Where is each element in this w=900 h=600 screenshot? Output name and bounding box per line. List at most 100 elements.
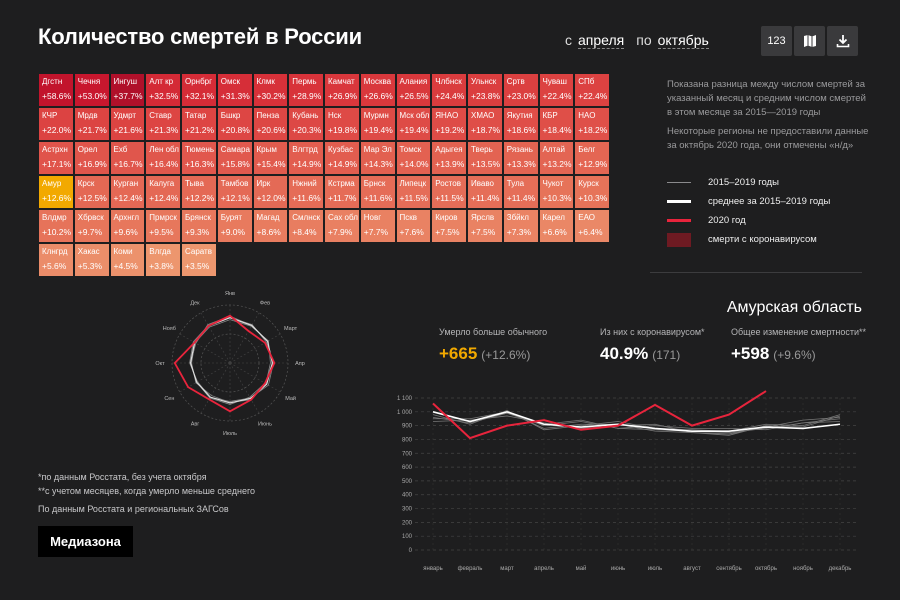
region-cell[interactable]: Чуваш +22.4% <box>538 73 575 107</box>
region-cell[interactable]: Белг +12.9% <box>574 141 610 175</box>
region-cell[interactable]: Бшкр +20.8% <box>216 107 253 141</box>
region-cell[interactable]: Карел +6.6% <box>538 209 575 243</box>
region-cell[interactable]: СПб +22.4% <box>574 73 610 107</box>
region-cell[interactable]: Тюмень +16.3% <box>181 141 217 175</box>
region-cell[interactable]: Кстрма +11.7% <box>324 175 360 209</box>
region-cell[interactable]: Орнбрг +32.1% <box>181 73 217 107</box>
region-cell[interactable]: Тула +11.4% <box>502 175 539 209</box>
region-cell[interactable]: Алтай +13.2% <box>538 141 575 175</box>
region-cell[interactable]: Ехб +16.7% <box>109 141 146 175</box>
period-from-select[interactable]: апреля <box>578 32 625 49</box>
region-cell[interactable]: Крым +15.4% <box>252 141 289 175</box>
region-cell[interactable]: Алт кр +32.5% <box>145 73 181 107</box>
region-cell[interactable]: Амур +12.6% <box>38 175 74 209</box>
region-cell[interactable]: Якутия +18.6% <box>502 107 539 141</box>
region-cell[interactable]: Коми +4.5% <box>109 243 146 277</box>
region-cell[interactable]: Влгтрд +14.9% <box>288 141 324 175</box>
region-cell-name: Белг <box>578 145 596 154</box>
region-cell[interactable]: Магад +8.6% <box>252 209 289 243</box>
region-cell[interactable]: Пскв +7.6% <box>395 209 432 243</box>
region-cell[interactable]: Чечня +53.0% <box>73 73 110 107</box>
region-cell[interactable]: Самара +15.8% <box>216 141 253 175</box>
region-cell[interactable]: Мурмн +19.4% <box>359 107 396 141</box>
region-cell[interactable]: Мрдв +21.7% <box>73 107 110 141</box>
region-cell[interactable]: Пермь +28.9% <box>288 73 324 107</box>
region-cell[interactable]: Сртв +23.0% <box>502 73 539 107</box>
region-cell[interactable]: ЕАО +6.4% <box>574 209 610 243</box>
legend-item: 2015–2019 годы <box>667 173 830 192</box>
download-button[interactable] <box>827 26 858 56</box>
region-cell[interactable]: Тверь +13.5% <box>467 141 503 175</box>
region-cell[interactable]: Хбрвск +9.7% <box>73 209 110 243</box>
numbers-button[interactable]: 123 <box>761 26 792 56</box>
region-cell-value: +10.3% <box>542 193 572 204</box>
region-cell[interactable]: Хакас +5.3% <box>73 243 110 277</box>
region-cell[interactable]: Архнгл +9.6% <box>109 209 146 243</box>
region-cell[interactable]: Прмрск +9.5% <box>145 209 181 243</box>
region-cell[interactable]: Бурят +9.0% <box>216 209 253 243</box>
region-cell[interactable]: ХМАО +18.7% <box>467 107 503 141</box>
region-cell[interactable]: Новг +7.7% <box>359 209 396 243</box>
info-note-1: Показана разница между числом смертей за… <box>667 79 866 118</box>
region-cell[interactable]: Ульнск +23.8% <box>467 73 503 107</box>
region-cell-value: +13.9% <box>435 159 465 170</box>
region-cell[interactable]: Тыва +12.2% <box>181 175 217 209</box>
region-cell[interactable]: Томск +14.0% <box>395 141 432 175</box>
region-cell[interactable]: Ингуш +37.7% <box>109 73 146 107</box>
region-cell[interactable]: Збйкл +7.3% <box>502 209 539 243</box>
region-cell-name: Карел <box>542 213 565 222</box>
mediazona-logo[interactable]: Медиазона <box>38 526 133 557</box>
region-cell[interactable]: Влгда +3.8% <box>145 243 181 277</box>
region-cell[interactable]: Мск обл +19.4% <box>395 107 432 141</box>
region-cell[interactable]: КБР +18.4% <box>538 107 575 141</box>
region-cell[interactable]: Удмрт +21.6% <box>109 107 146 141</box>
region-cell[interactable]: Кубань +20.3% <box>288 107 324 141</box>
period-to-select[interactable]: октябрь <box>657 32 709 49</box>
region-cell[interactable]: Калуга +12.4% <box>145 175 181 209</box>
region-cell[interactable]: Мар Эл +14.3% <box>359 141 396 175</box>
region-cell[interactable]: Лен обл +16.4% <box>145 141 181 175</box>
region-cell[interactable]: Чукот +10.3% <box>538 175 575 209</box>
region-cell[interactable]: Саратв +3.5% <box>181 243 217 277</box>
region-cell[interactable]: Нск +19.8% <box>324 107 360 141</box>
region-cell[interactable]: Клмк +30.2% <box>252 73 289 107</box>
region-cell[interactable]: ЯНАО +19.2% <box>431 107 467 141</box>
region-cell[interactable]: Астрхн +17.1% <box>38 141 74 175</box>
radar-month-label: Фев <box>260 300 270 306</box>
region-cell[interactable]: Сах обл +7.9% <box>324 209 360 243</box>
region-cell[interactable]: КЧР +22.0% <box>38 107 74 141</box>
map-button[interactable] <box>794 26 825 56</box>
region-cell[interactable]: Клнгрд +5.6% <box>38 243 74 277</box>
region-cell[interactable]: Нжний +11.6% <box>288 175 324 209</box>
region-cell[interactable]: НАО +18.2% <box>574 107 610 141</box>
region-cell[interactable]: Брянск +9.3% <box>181 209 217 243</box>
region-cell[interactable]: Камчат +26.9% <box>324 73 360 107</box>
region-cell[interactable]: Кузбас +14.9% <box>324 141 360 175</box>
region-cell[interactable]: Киров +7.5% <box>431 209 467 243</box>
region-cell[interactable]: Влдмр +10.2% <box>38 209 74 243</box>
region-cell[interactable]: Брнск +11.6% <box>359 175 396 209</box>
region-cell[interactable]: Адыгея +13.9% <box>431 141 467 175</box>
region-cell[interactable]: Члбнск +24.4% <box>431 73 467 107</box>
region-cell[interactable]: Липецк +11.5% <box>395 175 432 209</box>
region-cell[interactable]: Курск +10.3% <box>574 175 610 209</box>
numbers-button-label: 123 <box>767 35 786 47</box>
region-cell[interactable]: Алания +26.5% <box>395 73 432 107</box>
region-cell[interactable]: Пенза +20.6% <box>252 107 289 141</box>
region-cell[interactable]: Ярслв +7.5% <box>467 209 503 243</box>
region-cell[interactable]: Смлнск +8.4% <box>288 209 324 243</box>
region-cell[interactable]: Крск +12.5% <box>73 175 110 209</box>
region-cell[interactable]: Тамбов +12.1% <box>216 175 253 209</box>
region-cell[interactable]: Курган +12.4% <box>109 175 146 209</box>
region-cell[interactable]: Рязань +13.3% <box>502 141 539 175</box>
region-cell[interactable]: Орел +16.9% <box>73 141 110 175</box>
region-cell[interactable]: Москва +26.6% <box>359 73 396 107</box>
region-cell[interactable]: Ирк +12.0% <box>252 175 289 209</box>
region-cell[interactable]: Дгстн +58.6% <box>38 73 74 107</box>
region-cell[interactable]: Татар +21.2% <box>181 107 217 141</box>
region-cell[interactable]: Омск +31.3% <box>216 73 253 107</box>
region-cell[interactable]: Ростов +11.5% <box>431 175 467 209</box>
region-cell[interactable]: Ставр +21.3% <box>145 107 181 141</box>
region-cell[interactable]: Иваво +11.4% <box>467 175 503 209</box>
region-cell-value: +26.9% <box>328 91 358 102</box>
